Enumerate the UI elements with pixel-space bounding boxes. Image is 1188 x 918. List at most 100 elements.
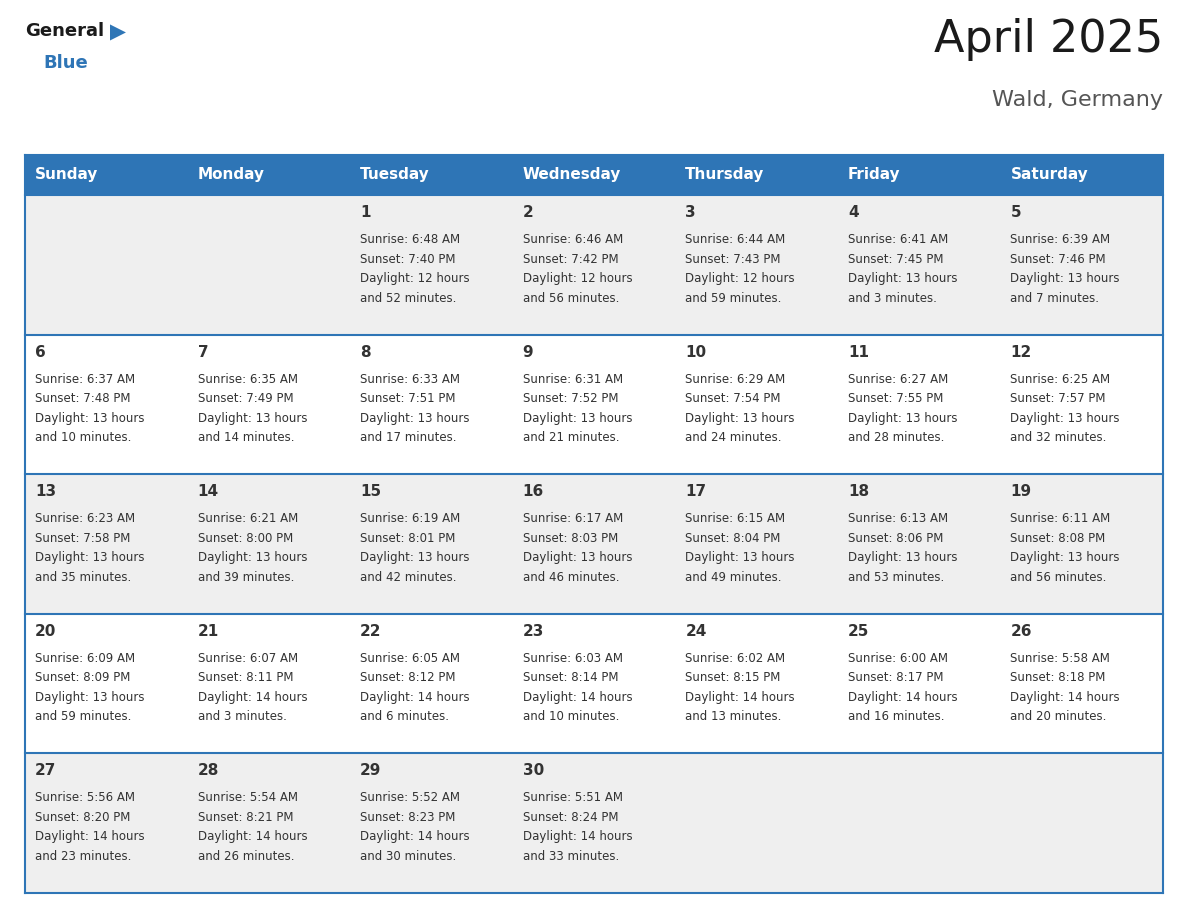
Text: and 10 minutes.: and 10 minutes. <box>34 431 132 444</box>
Text: Sunset: 8:15 PM: Sunset: 8:15 PM <box>685 671 781 684</box>
Text: Sunset: 7:54 PM: Sunset: 7:54 PM <box>685 392 781 405</box>
Bar <box>188 334 350 475</box>
Text: 10: 10 <box>685 344 707 360</box>
Text: and 13 minutes.: and 13 minutes. <box>685 711 782 723</box>
Bar <box>675 155 838 195</box>
Text: Daylight: 14 hours: Daylight: 14 hours <box>523 831 632 844</box>
Text: Sunrise: 6:13 AM: Sunrise: 6:13 AM <box>848 512 948 525</box>
Text: 19: 19 <box>1011 484 1031 499</box>
Text: Sunset: 7:57 PM: Sunset: 7:57 PM <box>1011 392 1106 405</box>
Text: and 10 minutes.: and 10 minutes. <box>523 711 619 723</box>
Text: and 42 minutes.: and 42 minutes. <box>360 571 456 584</box>
Text: General: General <box>25 22 105 40</box>
Text: Thursday: Thursday <box>685 167 765 183</box>
Text: and 32 minutes.: and 32 minutes. <box>1011 431 1107 444</box>
Text: Sunset: 8:21 PM: Sunset: 8:21 PM <box>197 811 293 823</box>
Bar <box>25 475 188 614</box>
Text: Daylight: 14 hours: Daylight: 14 hours <box>34 831 145 844</box>
Text: Sunset: 7:52 PM: Sunset: 7:52 PM <box>523 392 618 405</box>
Bar <box>25 754 188 893</box>
Text: 9: 9 <box>523 344 533 360</box>
Text: Sunset: 8:14 PM: Sunset: 8:14 PM <box>523 671 618 684</box>
Text: Daylight: 13 hours: Daylight: 13 hours <box>197 411 307 425</box>
Text: Sunset: 7:45 PM: Sunset: 7:45 PM <box>848 252 943 265</box>
Text: Sunday: Sunday <box>34 167 99 183</box>
Bar <box>513 334 675 475</box>
Text: Sunset: 7:43 PM: Sunset: 7:43 PM <box>685 252 781 265</box>
Bar <box>350 334 513 475</box>
Bar <box>675 334 838 475</box>
Text: 27: 27 <box>34 764 56 778</box>
Text: Sunrise: 6:29 AM: Sunrise: 6:29 AM <box>685 373 785 386</box>
Text: Daylight: 13 hours: Daylight: 13 hours <box>848 272 958 285</box>
Bar <box>188 754 350 893</box>
Bar <box>188 614 350 754</box>
Text: April 2025: April 2025 <box>934 18 1163 61</box>
Text: Sunset: 7:58 PM: Sunset: 7:58 PM <box>34 532 131 544</box>
Text: 21: 21 <box>197 624 219 639</box>
Bar <box>838 155 1000 195</box>
Text: Sunrise: 5:58 AM: Sunrise: 5:58 AM <box>1011 652 1111 665</box>
Text: Daylight: 13 hours: Daylight: 13 hours <box>197 551 307 565</box>
Text: and 7 minutes.: and 7 minutes. <box>1011 292 1099 305</box>
Text: 12: 12 <box>1011 344 1031 360</box>
Text: Daylight: 14 hours: Daylight: 14 hours <box>1011 691 1120 704</box>
Text: Sunset: 8:04 PM: Sunset: 8:04 PM <box>685 532 781 544</box>
Text: and 59 minutes.: and 59 minutes. <box>685 292 782 305</box>
Text: and 23 minutes.: and 23 minutes. <box>34 850 132 863</box>
Text: 17: 17 <box>685 484 707 499</box>
Text: Daylight: 13 hours: Daylight: 13 hours <box>34 551 145 565</box>
Bar <box>1000 334 1163 475</box>
Text: 1: 1 <box>360 205 371 220</box>
Text: and 17 minutes.: and 17 minutes. <box>360 431 456 444</box>
Text: Sunrise: 6:27 AM: Sunrise: 6:27 AM <box>848 373 948 386</box>
Text: Daylight: 12 hours: Daylight: 12 hours <box>360 272 469 285</box>
Text: Sunset: 8:18 PM: Sunset: 8:18 PM <box>1011 671 1106 684</box>
Text: Sunset: 8:11 PM: Sunset: 8:11 PM <box>197 671 293 684</box>
Bar <box>675 754 838 893</box>
Bar <box>513 754 675 893</box>
Text: Daylight: 13 hours: Daylight: 13 hours <box>34 691 145 704</box>
Text: Daylight: 14 hours: Daylight: 14 hours <box>197 691 308 704</box>
Bar <box>838 754 1000 893</box>
Text: 16: 16 <box>523 484 544 499</box>
Text: Daylight: 13 hours: Daylight: 13 hours <box>360 551 469 565</box>
Text: Sunset: 7:42 PM: Sunset: 7:42 PM <box>523 252 618 265</box>
Text: 26: 26 <box>1011 624 1032 639</box>
Bar <box>1000 155 1163 195</box>
Text: Wednesday: Wednesday <box>523 167 621 183</box>
Bar <box>675 475 838 614</box>
Text: Sunrise: 5:56 AM: Sunrise: 5:56 AM <box>34 791 135 804</box>
Text: Sunrise: 6:09 AM: Sunrise: 6:09 AM <box>34 652 135 665</box>
Bar <box>513 155 675 195</box>
Bar <box>350 155 513 195</box>
Text: and 59 minutes.: and 59 minutes. <box>34 711 132 723</box>
Text: Daylight: 12 hours: Daylight: 12 hours <box>685 272 795 285</box>
Text: Wald, Germany: Wald, Germany <box>992 90 1163 110</box>
Text: 15: 15 <box>360 484 381 499</box>
Text: Sunset: 7:55 PM: Sunset: 7:55 PM <box>848 392 943 405</box>
Text: 3: 3 <box>685 205 696 220</box>
Text: Sunset: 8:24 PM: Sunset: 8:24 PM <box>523 811 618 823</box>
Text: 13: 13 <box>34 484 56 499</box>
Text: ◀: ◀ <box>110 21 126 41</box>
Text: Sunset: 8:23 PM: Sunset: 8:23 PM <box>360 811 455 823</box>
Text: 2: 2 <box>523 205 533 220</box>
Text: 22: 22 <box>360 624 381 639</box>
Text: Daylight: 13 hours: Daylight: 13 hours <box>34 411 145 425</box>
Text: Sunset: 7:49 PM: Sunset: 7:49 PM <box>197 392 293 405</box>
Text: Sunrise: 6:23 AM: Sunrise: 6:23 AM <box>34 512 135 525</box>
Text: Sunset: 7:48 PM: Sunset: 7:48 PM <box>34 392 131 405</box>
Text: Sunrise: 6:48 AM: Sunrise: 6:48 AM <box>360 233 460 246</box>
Bar <box>838 195 1000 334</box>
Bar <box>675 614 838 754</box>
Bar <box>675 195 838 334</box>
Text: Daylight: 14 hours: Daylight: 14 hours <box>685 691 795 704</box>
Text: Daylight: 14 hours: Daylight: 14 hours <box>360 691 469 704</box>
Text: 5: 5 <box>1011 205 1020 220</box>
Text: and 46 minutes.: and 46 minutes. <box>523 571 619 584</box>
Text: Friday: Friday <box>848 167 901 183</box>
Text: 25: 25 <box>848 624 870 639</box>
Text: 7: 7 <box>197 344 208 360</box>
Bar <box>350 614 513 754</box>
